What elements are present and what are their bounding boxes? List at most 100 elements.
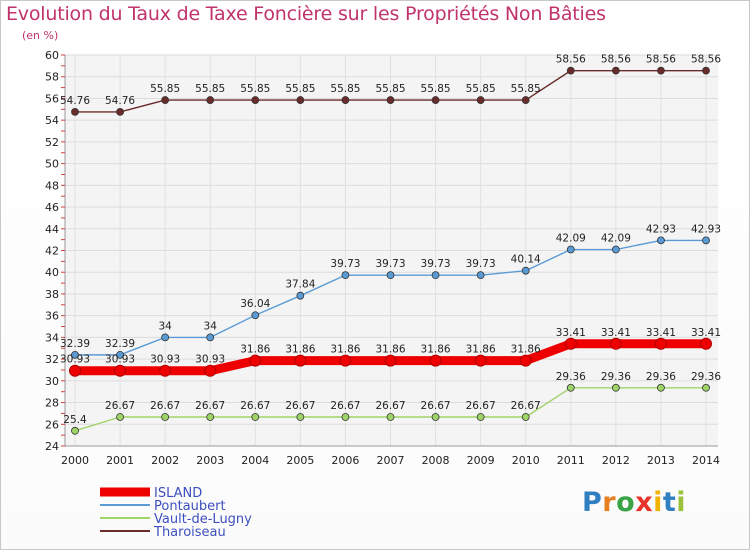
data-point-island [249, 354, 262, 367]
x-tick-label: 2012 [602, 454, 630, 467]
data-label-vault-de-lugny: 26.67 [330, 400, 360, 412]
logo-letter: o [616, 487, 636, 518]
y-tick-label: 34 [45, 331, 59, 344]
x-tick-label: 2005 [286, 454, 314, 467]
y-tick-label: 36 [45, 310, 59, 323]
data-label-tharoiseau: 55.85 [421, 83, 451, 95]
x-tick-label: 2004 [241, 454, 269, 467]
data-point-tharoiseau [206, 96, 215, 104]
data-label-pontaubert: 34 [158, 320, 172, 332]
data-point-pontaubert [71, 350, 79, 359]
data-label-tharoiseau: 58.56 [646, 54, 676, 66]
data-point-island [609, 337, 622, 350]
data-point-vault-de-lugny [386, 413, 395, 421]
data-label-pontaubert: 40.14 [511, 254, 541, 266]
data-point-island [700, 337, 712, 350]
y-tick-label: 60 [45, 49, 59, 62]
data-point-tharoiseau [702, 66, 710, 75]
data-point-island [69, 364, 81, 377]
data-point-island [204, 364, 217, 377]
data-label-island: 33.41 [556, 327, 586, 339]
data-point-island [654, 337, 667, 350]
data-label-tharoiseau: 58.56 [601, 54, 631, 66]
legend-label-pontaubert: Pontaubert [154, 499, 226, 514]
data-point-vault-de-lugny [476, 413, 485, 421]
data-label-tharoiseau: 55.85 [285, 83, 315, 95]
data-point-island [564, 337, 577, 350]
data-label-vault-de-lugny: 29.36 [556, 371, 586, 383]
data-point-pontaubert [206, 333, 215, 342]
data-point-pontaubert [611, 245, 620, 254]
x-tick-label: 2008 [422, 454, 450, 467]
data-label-island: 31.86 [511, 344, 541, 356]
y-tick-label: 52 [45, 136, 59, 149]
chart-title: Evolution du Taux de Taxe Foncière sur l… [6, 3, 606, 25]
data-point-vault-de-lugny [657, 383, 665, 392]
data-label-tharoiseau: 58.56 [556, 54, 586, 66]
data-label-pontaubert: 37.84 [285, 279, 315, 291]
data-point-tharoiseau [657, 66, 665, 75]
data-label-island: 30.93 [60, 354, 90, 366]
data-label-vault-de-lugny: 26.67 [421, 400, 451, 412]
data-label-vault-de-lugny: 26.67 [195, 400, 225, 412]
data-point-island [474, 354, 487, 367]
x-tick-label: 2010 [512, 454, 540, 467]
x-tick-label: 2007 [377, 454, 405, 467]
y-tick-label: 46 [45, 201, 59, 214]
data-point-vault-de-lugny [71, 426, 79, 435]
legend-label-vault-de-lugny: Vault-de-Lugny [154, 512, 252, 527]
x-tick-label: 2013 [647, 454, 675, 467]
data-label-pontaubert: 39.73 [375, 258, 405, 270]
data-point-vault-de-lugny [116, 413, 124, 421]
x-tick-label: 2006 [331, 454, 359, 467]
data-point-tharoiseau [431, 96, 440, 104]
data-point-tharoiseau [611, 66, 620, 75]
data-point-vault-de-lugny [341, 413, 350, 421]
data-label-vault-de-lugny: 26.67 [240, 400, 270, 412]
data-label-vault-de-lugny: 26.67 [375, 400, 405, 412]
chart-unit-label: (en %) [22, 29, 59, 42]
y-tick-label: 40 [45, 266, 59, 279]
data-point-pontaubert [251, 311, 260, 320]
data-label-vault-de-lugny: 29.36 [601, 371, 631, 383]
x-tick-label: 2003 [196, 454, 224, 467]
data-label-vault-de-lugny: 26.67 [105, 400, 135, 412]
data-label-tharoiseau: 55.85 [511, 83, 541, 95]
data-label-vault-de-lugny: 25.4 [63, 414, 87, 426]
y-tick-label: 38 [45, 288, 59, 301]
data-label-island: 33.41 [601, 327, 631, 339]
logo-letter: i [676, 487, 687, 518]
data-label-pontaubert: 42.93 [691, 223, 721, 235]
data-point-pontaubert [161, 333, 170, 342]
x-tick-label: 2014 [692, 454, 720, 467]
data-label-pontaubert: 32.39 [60, 338, 90, 350]
data-label-pontaubert: 34 [204, 320, 218, 332]
y-tick-label: 28 [45, 397, 59, 410]
data-label-vault-de-lugny: 26.67 [285, 400, 315, 412]
data-label-island: 33.41 [646, 327, 676, 339]
data-point-vault-de-lugny [251, 413, 260, 421]
y-tick-label: 56 [45, 92, 59, 105]
data-label-vault-de-lugny: 26.67 [511, 400, 541, 412]
data-label-island: 31.86 [375, 344, 405, 356]
x-tick-label: 2002 [151, 454, 179, 467]
data-point-tharoiseau [341, 96, 350, 104]
x-tick-label: 2001 [106, 454, 134, 467]
x-tick-label: 2000 [61, 454, 89, 467]
data-point-vault-de-lugny [206, 413, 215, 421]
data-label-pontaubert: 39.73 [330, 258, 360, 270]
logo-letter: t [662, 487, 677, 518]
data-point-pontaubert [116, 350, 124, 359]
data-label-island: 31.86 [330, 344, 360, 356]
y-tick-label: 50 [45, 158, 59, 171]
data-label-vault-de-lugny: 26.67 [150, 400, 180, 412]
data-point-pontaubert [476, 271, 485, 280]
data-label-island: 33.41 [691, 327, 721, 339]
data-point-tharoiseau [296, 96, 305, 104]
data-point-pontaubert [702, 236, 710, 245]
data-label-vault-de-lugny: 29.36 [646, 371, 676, 383]
data-label-island: 30.93 [105, 354, 135, 366]
data-point-vault-de-lugny [611, 383, 620, 392]
data-point-tharoiseau [566, 66, 575, 75]
data-label-island: 30.93 [195, 354, 225, 366]
